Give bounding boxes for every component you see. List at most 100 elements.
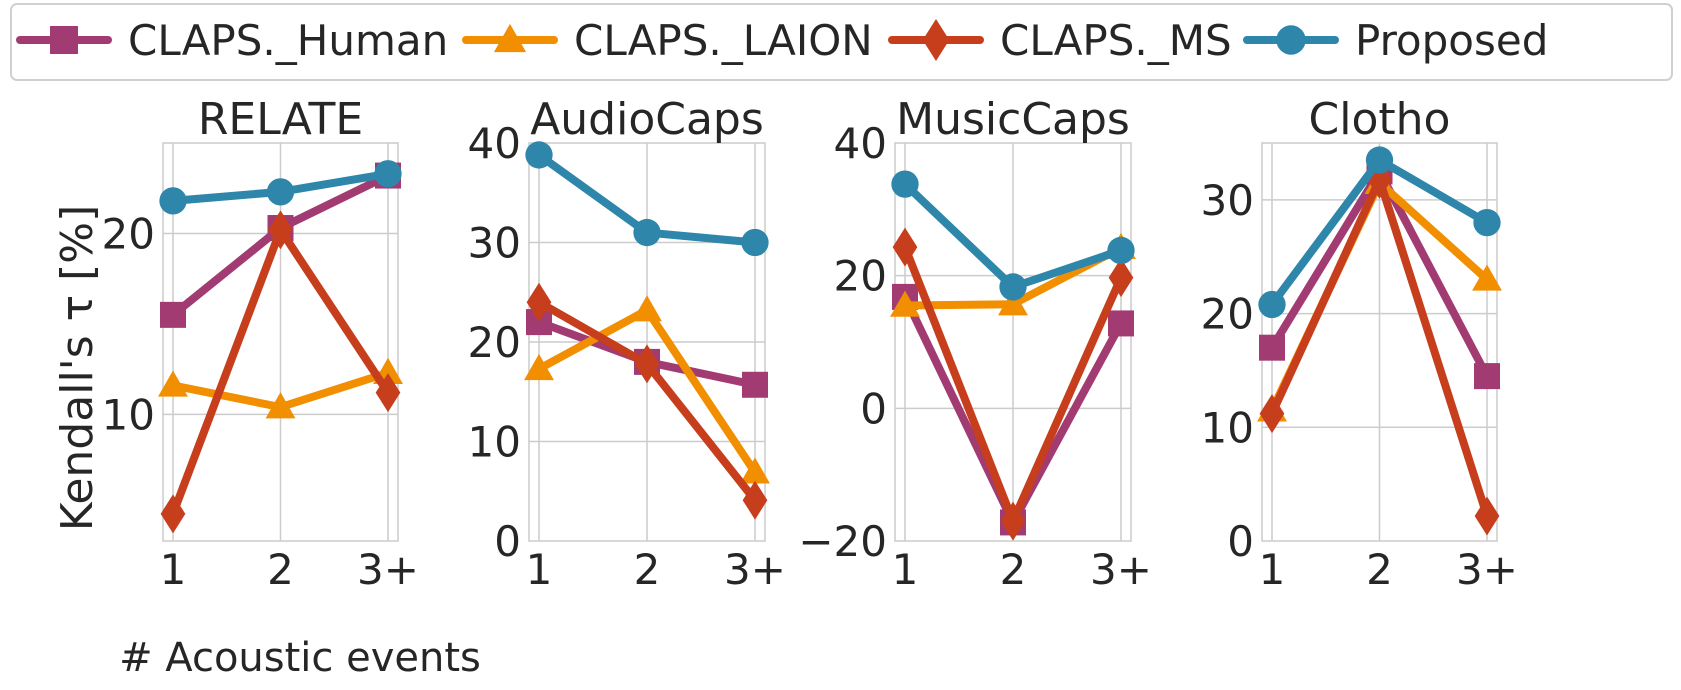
data-point-circle xyxy=(1473,208,1501,237)
series-claps-laion xyxy=(524,295,770,484)
series-claps-ms xyxy=(526,282,768,520)
y-tick-label: 0 xyxy=(494,517,521,566)
y-tick-label: 30 xyxy=(1201,176,1254,225)
data-point-circle xyxy=(525,141,553,169)
panel-title: Clotho xyxy=(1309,94,1451,145)
data-point-diamond xyxy=(526,282,552,322)
panel-relate: 10 20 1 2 3+ RELATE xyxy=(102,94,419,594)
panel-title: RELATE xyxy=(198,94,363,145)
legend-marker-triangle xyxy=(493,23,527,53)
x-tick-label: 1 xyxy=(526,545,553,594)
y-tick-label: 0 xyxy=(1227,517,1254,566)
data-point-diamond xyxy=(1108,258,1134,298)
y-tick-label: 10 xyxy=(102,390,155,439)
data-point-triangle xyxy=(1472,264,1502,291)
data-point-diamond xyxy=(742,480,768,520)
data-point-circle xyxy=(633,218,661,247)
x-axis-label: # Acoustic events xyxy=(119,635,481,681)
series-claps-ms xyxy=(160,210,401,534)
y-tick-label: −20 xyxy=(798,517,887,566)
legend-label: CLAPS._Human xyxy=(128,16,448,65)
data-point-square xyxy=(742,371,768,398)
x-tick-label: 2 xyxy=(1366,545,1393,594)
series-proposed xyxy=(891,170,1135,301)
data-point-diamond xyxy=(160,494,186,534)
data-point-diamond xyxy=(634,344,660,384)
legend-label: CLAPS._LAION xyxy=(574,16,873,65)
legend-item-claps-human: CLAPS._Human xyxy=(16,16,448,65)
panel-title: MusicCaps xyxy=(896,94,1130,145)
data-point-triangle xyxy=(632,295,662,322)
data-point-diamond xyxy=(892,227,918,267)
y-tick-label: 30 xyxy=(468,219,521,268)
y-tick-label: 0 xyxy=(860,384,887,433)
series-proposed xyxy=(525,141,769,257)
y-tick-label: 20 xyxy=(1201,290,1254,339)
plot-frame xyxy=(894,142,1132,542)
x-tick-label: 2 xyxy=(634,545,661,594)
legend-item-claps-ms: CLAPS._MS xyxy=(888,16,1232,65)
x-tick-label: 2 xyxy=(267,545,294,594)
data-point-circle xyxy=(999,273,1027,301)
data-point-circle xyxy=(741,228,769,257)
x-tick-label: 1 xyxy=(892,545,919,594)
legend-label: CLAPS._MS xyxy=(1000,16,1232,65)
data-point-square xyxy=(160,301,186,328)
data-point-circle xyxy=(1365,146,1394,174)
data-point-diamond xyxy=(375,373,401,413)
data-point-square xyxy=(1108,310,1134,337)
legend-marker-circle xyxy=(1276,25,1306,55)
data-point-triangle xyxy=(265,392,296,419)
y-axis-label: Kendall's τ [%] xyxy=(52,205,103,532)
panel-clotho: 0 10 20 30 1 2 3+ Clotho xyxy=(1201,94,1518,594)
x-tick-label: 2 xyxy=(1000,545,1027,594)
data-point-diamond xyxy=(268,210,293,250)
legend-label: Proposed xyxy=(1355,16,1548,65)
data-point-circle xyxy=(159,187,187,215)
panel-musiccaps: −20 0 20 40 1 2 3+ MusicCaps xyxy=(798,94,1152,594)
data-point-square xyxy=(1474,363,1500,390)
data-point-circle xyxy=(1258,290,1286,319)
y-tick-label: 10 xyxy=(468,418,521,467)
series-claps-ms xyxy=(1259,159,1500,536)
data-point-diamond xyxy=(1367,159,1392,199)
y-tick-label: 40 xyxy=(468,119,521,168)
data-point-triangle xyxy=(998,289,1028,316)
x-tick-label: 3+ xyxy=(1456,545,1518,594)
panel-title: AudioCaps xyxy=(530,94,764,145)
data-point-circle xyxy=(266,178,295,206)
legend-item-proposed: Proposed xyxy=(1243,16,1548,65)
y-tick-label: 20 xyxy=(834,252,887,301)
data-point-square xyxy=(1259,334,1285,361)
data-point-triangle xyxy=(740,457,770,484)
x-tick-label: 1 xyxy=(160,545,187,594)
data-point-circle xyxy=(1107,236,1135,265)
plot-frame xyxy=(528,142,766,542)
x-tick-label: 1 xyxy=(1259,545,1286,594)
series-proposed xyxy=(159,160,402,215)
legend-marker-square xyxy=(50,26,78,54)
data-point-triangle xyxy=(158,370,188,397)
data-point-triangle xyxy=(524,353,554,381)
plot-frame xyxy=(162,142,399,542)
panel-audiocaps: 0 10 20 30 40 1 2 3+ AudioCaps xyxy=(468,94,786,594)
y-tick-label: 10 xyxy=(1201,403,1254,452)
y-tick-label: 40 xyxy=(834,119,887,168)
data-point-diamond xyxy=(1000,501,1026,541)
data-point-diamond xyxy=(1259,394,1285,434)
y-tick-label: 20 xyxy=(468,318,521,367)
legend-frame xyxy=(10,3,1673,81)
x-tick-label: 3+ xyxy=(724,545,786,594)
x-tick-label: 3+ xyxy=(1090,545,1152,594)
data-point-triangle xyxy=(890,290,920,317)
legend: CLAPS._Human CLAPS._LAION CLAPS._MS Propose… xyxy=(10,3,1673,81)
data-point-circle xyxy=(891,170,919,198)
legend-marker-diamond xyxy=(922,19,950,61)
series-claps-ms xyxy=(892,227,1134,541)
data-point-diamond xyxy=(1474,496,1500,536)
legend-item-claps-laion: CLAPS._LAION xyxy=(462,16,873,65)
y-tick-label: 20 xyxy=(102,209,155,258)
x-tick-label: 3+ xyxy=(357,545,419,594)
